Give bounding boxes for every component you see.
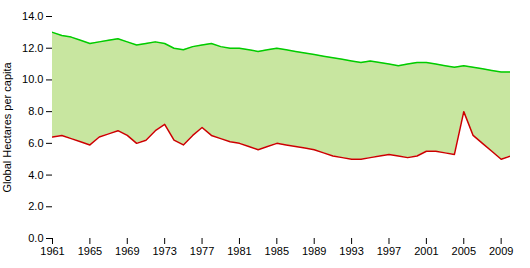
svg-text:1985: 1985 xyxy=(265,245,289,257)
svg-text:4.0: 4.0 xyxy=(28,169,43,181)
svg-text:8.0: 8.0 xyxy=(28,105,43,117)
svg-text:1977: 1977 xyxy=(190,245,214,257)
svg-text:10.0: 10.0 xyxy=(22,73,43,85)
svg-text:2009: 2009 xyxy=(489,245,513,257)
svg-text:6.0: 6.0 xyxy=(28,137,43,149)
svg-text:2.0: 2.0 xyxy=(28,200,43,212)
svg-text:12.0: 12.0 xyxy=(22,42,43,54)
svg-text:14.0: 14.0 xyxy=(22,10,43,22)
svg-text:1989: 1989 xyxy=(302,245,326,257)
svg-text:1997: 1997 xyxy=(377,245,401,257)
svg-text:1993: 1993 xyxy=(339,245,363,257)
svg-text:1981: 1981 xyxy=(227,245,251,257)
svg-text:1969: 1969 xyxy=(115,245,139,257)
svg-text:0.0: 0.0 xyxy=(28,232,43,244)
svg-text:1965: 1965 xyxy=(78,245,102,257)
svg-text:2001: 2001 xyxy=(414,245,438,257)
svg-text:1973: 1973 xyxy=(152,245,176,257)
svg-text:Global Hectares per capita: Global Hectares per capita xyxy=(1,62,13,193)
svg-text:2005: 2005 xyxy=(452,245,476,257)
svg-text:1961: 1961 xyxy=(40,245,64,257)
